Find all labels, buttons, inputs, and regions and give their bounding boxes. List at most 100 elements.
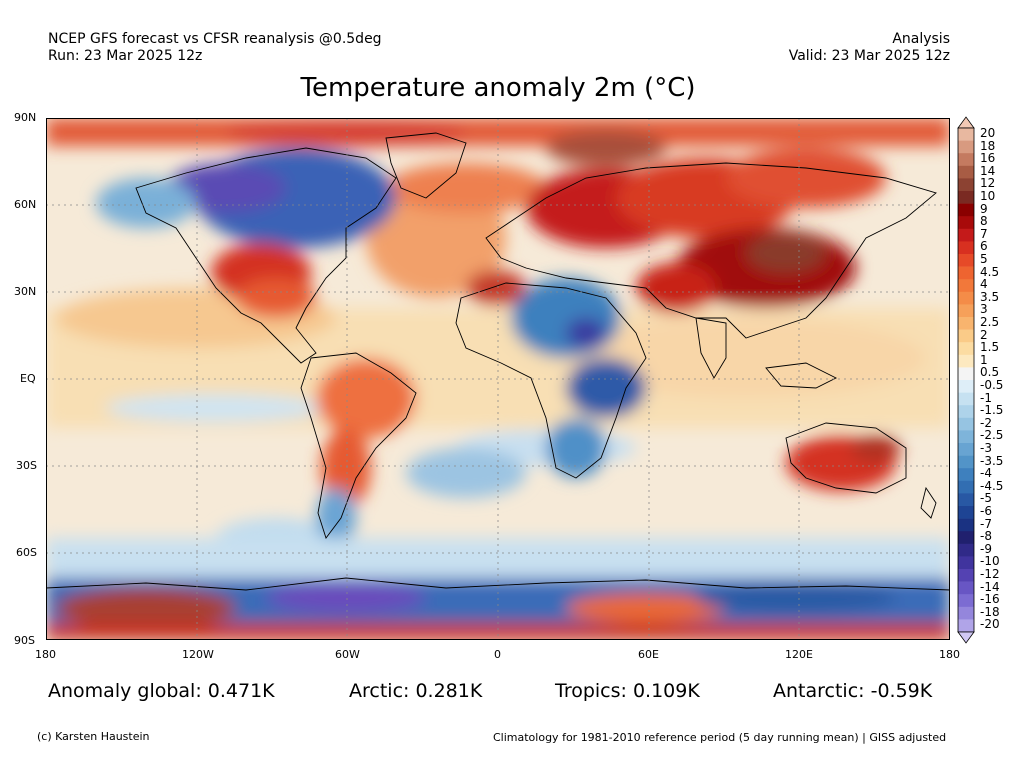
graticule [46, 118, 950, 640]
colorbar-cell [958, 178, 974, 192]
colorbar-label: -1 [980, 390, 992, 405]
colorbar-cell [958, 518, 974, 532]
lon-label: 60W [335, 648, 360, 661]
colorbar-cell [958, 493, 974, 507]
colorbar-label: 9 [980, 201, 988, 216]
lat-label: 60N [14, 198, 37, 211]
colorbar-label: -6 [980, 504, 992, 518]
colorbar-cell [958, 140, 974, 154]
colorbar-label: -8 [980, 529, 992, 544]
colorbar-cell [958, 153, 974, 167]
colorbar-label: -1.5 [980, 403, 1004, 418]
colorbar-cell [958, 506, 974, 519]
lat-label: 30N [14, 285, 37, 298]
colorbar-label: -4 [980, 466, 992, 481]
lat-label: EQ [20, 372, 36, 385]
colorbar-cell [958, 543, 974, 557]
lon-label: 120E [785, 648, 813, 661]
colorbar-cell [958, 606, 974, 620]
coastlines [46, 132, 950, 591]
colorbar-label: 4.5 [980, 264, 1000, 279]
colorbar-cell [958, 266, 974, 280]
colorbar-cell [958, 556, 974, 570]
colorbar-label: 8 [980, 214, 988, 229]
colorbar-label: 7 [980, 226, 988, 241]
colorbar-cell [958, 228, 974, 242]
colorbar-cell [958, 216, 974, 230]
map-frame [46, 118, 950, 640]
anomaly-map [46, 118, 950, 640]
colorbar-cell [958, 291, 974, 305]
colorbar-label: 2 [980, 327, 988, 342]
colorbar-label: -9 [980, 541, 992, 556]
arctic-anomaly: Arctic: 0.281K [349, 680, 483, 702]
colorbar-label: 18 [980, 138, 996, 153]
colorbar-cell [958, 354, 974, 368]
colorbar [957, 116, 975, 644]
colorbar-cell [958, 279, 974, 293]
colorbar-cell [958, 165, 974, 179]
colorbar-label: -7 [980, 516, 992, 531]
antarctic-anomaly: Antarctic: -0.59K [773, 680, 933, 702]
colorbar-label: 20 [980, 126, 996, 140]
colorbar-label: 10 [980, 189, 996, 203]
lat-label: 60S [16, 546, 37, 559]
colorbar-label: -10 [980, 554, 1000, 569]
colorbar-label: -18 [980, 604, 1000, 619]
colorbar-label: 14 [980, 163, 996, 178]
lon-label: 0 [494, 648, 501, 661]
colorbar-label: -2 [980, 415, 992, 430]
lon-label: 120W [182, 648, 214, 661]
colorbar-label: -3 [980, 441, 992, 455]
colorbar-top-arrow [957, 116, 975, 129]
credit-text: (c) Karsten Haustein [37, 730, 150, 743]
colorbar-cell [958, 405, 974, 419]
lon-label: 60E [638, 648, 659, 661]
colorbar-cell [958, 367, 974, 381]
colorbar-label: -14 [980, 579, 1000, 594]
colorbar-label: -16 [980, 592, 1000, 607]
run-time: Run: 23 Mar 2025 12z [48, 48, 203, 64]
colorbar-cell [958, 392, 974, 406]
colorbar-cell [958, 191, 974, 204]
colorbar-cell [958, 329, 974, 343]
colorbar-cell [958, 594, 974, 608]
lat-label: 90N [14, 111, 37, 124]
colorbar-label: 12 [980, 176, 996, 191]
climatology-note: Climatology for 1981-2010 reference peri… [493, 731, 947, 744]
colorbar-label: -4.5 [980, 478, 1004, 493]
colorbar-label: 1 [980, 352, 988, 367]
lon-label: 180 [939, 648, 960, 661]
map-title: Temperature anomaly 2m (°C) [300, 73, 696, 103]
colorbar-label: 3 [980, 302, 988, 317]
colorbar-label: 3.5 [980, 289, 1000, 304]
colorbar-label: 5 [980, 252, 988, 266]
colorbar-cell [958, 380, 974, 393]
colorbar-label: -2.5 [980, 428, 1004, 443]
colorbar-cell [958, 417, 974, 431]
colorbar-cell [958, 254, 974, 267]
lat-label: 90S [14, 634, 35, 647]
colorbar-label: -5 [980, 491, 992, 506]
colorbar-label: 0.5 [980, 365, 1000, 380]
colorbar-cells [957, 127, 975, 633]
colorbar-cell [958, 128, 974, 141]
colorbar-cell [958, 480, 974, 494]
colorbar-cell [958, 241, 974, 255]
colorbar-label: 6 [980, 239, 988, 254]
colorbar-label: 16 [980, 151, 996, 166]
colorbar-label: -20 [980, 617, 1000, 632]
colorbar-label: -0.5 [980, 378, 1004, 392]
colorbar-cell [958, 430, 974, 444]
colorbar-label: 2.5 [980, 315, 1000, 329]
colorbar-label: -12 [980, 567, 1000, 581]
lat-label: 30S [16, 459, 37, 472]
colorbar-cell [958, 455, 974, 469]
colorbar-label: -3.5 [980, 453, 1004, 468]
colorbar-cell [958, 317, 974, 330]
lon-label: 180 [35, 648, 56, 661]
colorbar-cell [958, 468, 974, 482]
analysis-label: Analysis [892, 31, 950, 47]
colorbar-cell [958, 531, 974, 545]
colorbar-cell [958, 443, 974, 456]
